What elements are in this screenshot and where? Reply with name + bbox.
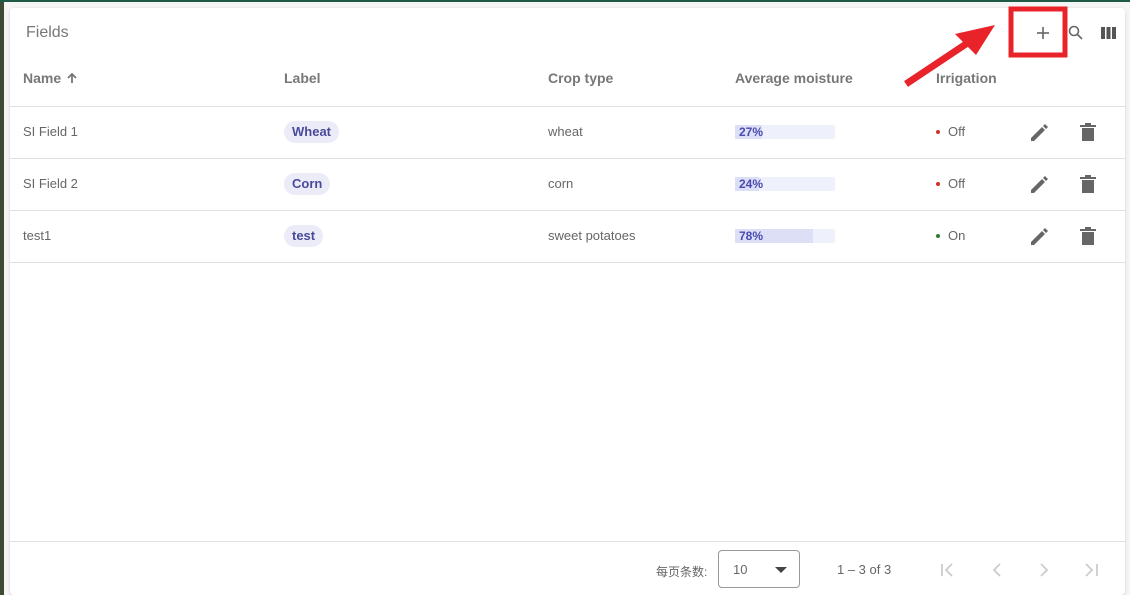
search-icon[interactable] bbox=[1068, 25, 1080, 37]
irrigation-status: Off bbox=[948, 176, 966, 191]
moisture-track: 78% bbox=[735, 229, 835, 243]
row-actions bbox=[1031, 123, 1096, 141]
edit-icon[interactable] bbox=[1031, 176, 1048, 193]
moisture-bar bbox=[735, 177, 759, 191]
columns-icon[interactable] bbox=[1101, 27, 1116, 39]
pagination bbox=[941, 563, 1098, 577]
last-page[interactable] bbox=[1085, 563, 1094, 577]
divider bbox=[10, 106, 1125, 107]
edit-icon[interactable] bbox=[1031, 124, 1048, 141]
page-range: 1 – 3 of 3 bbox=[837, 562, 892, 577]
arrow-shaft bbox=[904, 37, 974, 87]
status-dot bbox=[936, 182, 940, 186]
moisture-bar bbox=[735, 125, 762, 139]
label-chip: Corn bbox=[284, 173, 331, 195]
row-actions bbox=[1031, 175, 1096, 193]
crop-type: sweet potatoes bbox=[548, 228, 636, 243]
moisture-bar bbox=[735, 229, 813, 243]
status-dot bbox=[936, 130, 940, 134]
row-divider bbox=[10, 158, 1125, 159]
moisture-label: 24% bbox=[739, 177, 764, 191]
column-header: Irrigation bbox=[936, 70, 997, 86]
prev-page[interactable] bbox=[992, 563, 1001, 577]
delete-icon[interactable] bbox=[1080, 175, 1096, 193]
annotation bbox=[904, 6, 1068, 87]
status-dot bbox=[936, 234, 940, 238]
footer-divider bbox=[10, 541, 1125, 542]
column-header: Name bbox=[23, 70, 62, 86]
rows-per-page-value: 10 bbox=[733, 562, 748, 577]
column-header: Crop type bbox=[548, 70, 614, 86]
title: Fields bbox=[26, 24, 69, 41]
rows-per-page-select[interactable]: 10 bbox=[718, 550, 800, 588]
top-bar bbox=[0, 0, 1130, 2]
moisture-track: 27% bbox=[735, 125, 835, 139]
crop-type: wheat bbox=[548, 124, 583, 139]
row-divider bbox=[10, 262, 1125, 263]
label-chip: Wheat bbox=[284, 121, 339, 143]
dropdown-arrow bbox=[775, 567, 787, 573]
toolbar-icons bbox=[1037, 25, 1116, 40]
irrigation-status: Off bbox=[948, 124, 966, 139]
irrigation-status: On bbox=[948, 228, 966, 243]
highlight-box bbox=[1008, 6, 1068, 58]
next-page[interactable] bbox=[1040, 563, 1049, 577]
column-header: Average moisture bbox=[735, 70, 853, 86]
sort-arrow[interactable] bbox=[66, 72, 78, 84]
label-chip: test bbox=[284, 225, 324, 247]
delete-icon[interactable] bbox=[1080, 227, 1096, 245]
arrow-head bbox=[955, 25, 995, 55]
delete-icon[interactable] bbox=[1080, 123, 1096, 141]
left-edge bbox=[0, 2, 4, 595]
edit-icon[interactable] bbox=[1031, 228, 1048, 245]
moisture-track: 24% bbox=[735, 177, 835, 191]
rows-per-page-label: 每页条数: bbox=[656, 565, 708, 579]
field-name: SI Field 2 bbox=[23, 176, 78, 191]
field-name: test1 bbox=[23, 228, 52, 243]
table-card: Fields 每页条数: 10 1 – 3 of 3 Name Label Crop… bbox=[10, 8, 1125, 595]
moisture-label: 27% bbox=[739, 125, 764, 139]
field-name: SI Field 1 bbox=[23, 124, 78, 139]
row-actions bbox=[1031, 227, 1096, 245]
moisture-label: 78% bbox=[739, 229, 764, 243]
crop-type: corn bbox=[548, 176, 574, 191]
column-header: Label bbox=[284, 70, 321, 86]
row-divider bbox=[10, 210, 1125, 211]
